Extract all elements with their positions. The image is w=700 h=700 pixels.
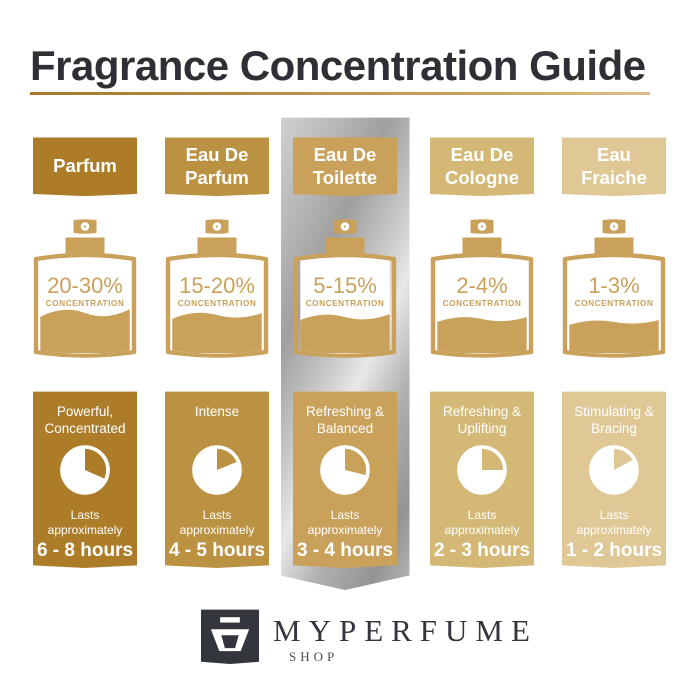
svg-text:CONCENTRATION: CONCENTRATION (178, 298, 257, 308)
svg-text:CONCENTRATION: CONCENTRATION (46, 298, 125, 308)
svg-text:5-15%: 5-15% (313, 273, 377, 298)
svg-text:CONCENTRATION: CONCENTRATION (443, 298, 522, 308)
svg-text:15-20%: 15-20% (179, 273, 255, 298)
svg-text:1-3%: 1-3% (588, 273, 639, 298)
svg-text:CONCENTRATION: CONCENTRATION (306, 298, 385, 308)
svg-text:20-30%: 20-30% (47, 273, 123, 298)
svg-text:2-4%: 2-4% (456, 273, 507, 298)
svg-text:CONCENTRATION: CONCENTRATION (575, 298, 654, 308)
